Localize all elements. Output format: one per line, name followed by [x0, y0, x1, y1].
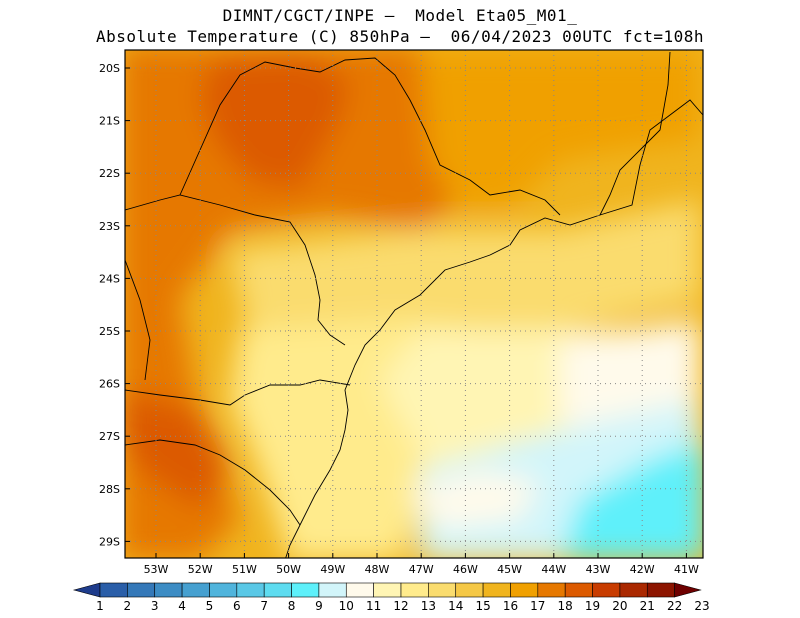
- colorbar-label: 3: [151, 599, 159, 613]
- lon-tick-label: 47W: [409, 563, 434, 576]
- colorbar-swatch: [127, 582, 156, 598]
- field-region-8: [560, 440, 703, 558]
- colorbar-swatch: [482, 582, 511, 598]
- colorbar-swatch: [510, 582, 539, 598]
- lon-tick-label: 50W: [276, 563, 301, 576]
- colorbar-label: 8: [288, 599, 296, 613]
- colorbar-swatch: [564, 582, 593, 598]
- colorbar-swatch: [263, 582, 292, 598]
- colorbar-swatch: [181, 582, 210, 598]
- colorbar-label: 22: [667, 599, 682, 613]
- lat-tick-label: 23S: [99, 220, 120, 233]
- colorbar-label: 5: [206, 599, 214, 613]
- colorbar-label: 13: [421, 599, 436, 613]
- state-border-mg-rj: [599, 51, 671, 216]
- latitude-axis: 20S 21S 22S 23S 24S 25S 26S 27S 28S 29S: [99, 62, 130, 548]
- colorbar-label: 21: [640, 599, 655, 613]
- longitude-axis: 53W 52W 51W 50W 49W 48W 47W 46W 45W 44W 43W 42W 41W: [144, 553, 699, 576]
- colorbar-label: 15: [475, 599, 490, 613]
- lat-tick-label: 22S: [99, 167, 120, 180]
- lon-tick-label: 52W: [188, 563, 213, 576]
- colorbar-swatch: [318, 582, 347, 598]
- colorbar-label: 14: [448, 599, 463, 613]
- lon-tick-label: 48W: [365, 563, 390, 576]
- colorbar-label: 4: [178, 599, 186, 613]
- colorbar-swatch: [209, 582, 238, 598]
- colorbar-label: 2: [124, 599, 132, 613]
- colorbar-label: 7: [260, 599, 268, 613]
- colorbar-swatch: [236, 582, 265, 598]
- colorbar-swatch: [646, 582, 675, 598]
- field-region-16: [125, 50, 460, 558]
- lat-tick-label: 20S: [99, 62, 120, 75]
- colorbar-swatch: [373, 582, 402, 598]
- state-border-sc-rs: [125, 439, 301, 526]
- lat-tick-label: 27S: [99, 430, 120, 443]
- colorbar-label: 20: [612, 599, 627, 613]
- colorbar-label: 16: [503, 599, 518, 613]
- map-title-line1: DIMNT/CGCT/INPE – Model Eta05_M01_: [222, 6, 578, 25]
- lat-tick-label: 24S: [99, 272, 120, 285]
- colorbar: 1 2 3 4 5 6 7 8 9 10 11 12 13 14 15 16 17 18 19 20 21 22 23: [72, 582, 710, 613]
- lon-tick-label: 42W: [630, 563, 655, 576]
- lon-tick-label: 43W: [586, 563, 611, 576]
- colorbar-swatch: [455, 582, 484, 598]
- field-region-17-south: [125, 391, 230, 510]
- lon-tick-label: 53W: [144, 563, 169, 576]
- colorbar-label: 18: [558, 599, 573, 613]
- lat-tick-label: 28S: [99, 483, 120, 496]
- colorbar-swatch: [537, 582, 566, 598]
- temperature-field: [125, 50, 703, 558]
- lat-tick-label: 21S: [99, 115, 120, 128]
- colorbar-swatch: [428, 582, 457, 598]
- colorbar-label: 23: [694, 599, 709, 613]
- colorbar-label: 10: [339, 599, 354, 613]
- colorbar-swatch: [619, 582, 648, 598]
- lon-tick-label: 41W: [674, 563, 699, 576]
- colorbar-label: 12: [393, 599, 408, 613]
- borders: [125, 51, 703, 558]
- colorbar-label: 6: [233, 599, 241, 613]
- state-border-sp-mg: [179, 57, 561, 216]
- colorbar-min-arrow: [72, 582, 101, 598]
- field-region-10b: [410, 470, 540, 530]
- colorbar-max-arrow: [674, 582, 702, 598]
- lat-tick-label: 25S: [99, 325, 120, 338]
- colorbar-swatch: [99, 582, 128, 598]
- lat-tick-label: 29S: [99, 535, 120, 548]
- colorbar-label: 19: [585, 599, 600, 613]
- state-border-pr-sc: [125, 379, 351, 406]
- colorbar-swatch: [592, 582, 621, 598]
- field-region-17-north: [200, 55, 350, 190]
- lon-tick-label: 46W: [453, 563, 478, 576]
- map-title-line2: Absolute Temperature (C) 850hPa – 06/04/…: [96, 27, 704, 46]
- colorbar-swatch: [154, 582, 183, 598]
- lat-tick-label: 26S: [99, 378, 120, 391]
- field-region-15: [420, 50, 700, 210]
- colorbar-label: 9: [315, 599, 323, 613]
- colorbar-label: 11: [366, 599, 381, 613]
- colorbar-label: 1: [96, 599, 104, 613]
- colorbar-swatch: [400, 582, 429, 598]
- colorbar-swatch: [291, 582, 320, 598]
- colorbar-swatch: [345, 582, 374, 598]
- map-frame: [124, 49, 704, 559]
- coastline: [285, 99, 703, 558]
- lon-tick-label: 44W: [541, 563, 566, 576]
- state-border-sp-pr: [125, 194, 346, 346]
- colorbar-label: 17: [530, 599, 545, 613]
- lon-tick-label: 45W: [497, 563, 522, 576]
- lon-tick-label: 49W: [320, 563, 345, 576]
- lon-tick-label: 51W: [232, 563, 257, 576]
- country-border-west: [125, 259, 151, 381]
